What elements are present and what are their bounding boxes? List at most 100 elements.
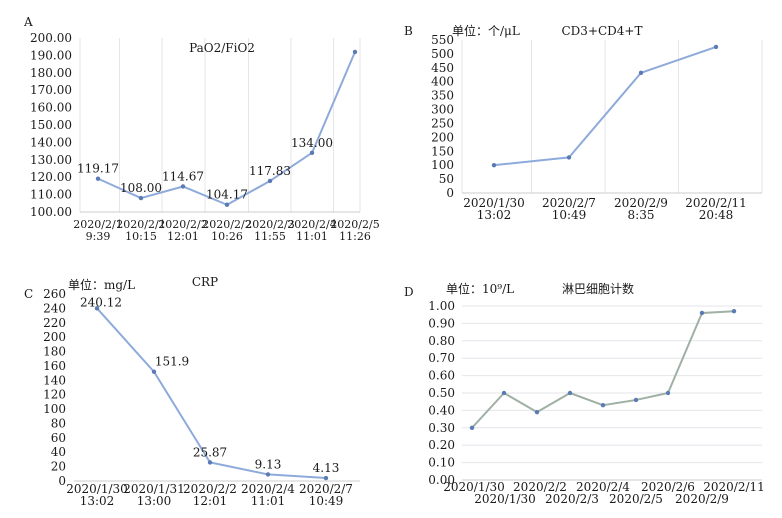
- x-tick-label: 2020/2/4: [576, 480, 630, 494]
- y-tick-label: 0.20: [428, 438, 455, 452]
- data-point: [309, 150, 315, 156]
- y-tick-label: 0.70: [428, 351, 455, 365]
- y-tick-label: 350: [431, 89, 454, 103]
- y-tick-label: 550: [431, 33, 454, 47]
- data-point: [265, 472, 271, 477]
- y-tick-label: 180: [43, 345, 66, 359]
- y-tick-label: 0.10: [428, 456, 455, 470]
- x-tick-label: 2020/2/4: [241, 482, 295, 496]
- x-tick-label: 2020/2/2: [158, 218, 207, 231]
- y-tick-label: 150: [431, 144, 454, 158]
- panel-letter: D: [404, 285, 414, 299]
- x-tick-label: 2020/2/1: [116, 218, 165, 231]
- y-tick-label: 400: [431, 75, 454, 89]
- data-label: 117.83: [249, 164, 291, 178]
- data-label: 104.17: [206, 188, 248, 202]
- x-tick-label: 2020/2/9: [614, 196, 668, 210]
- x-tick-label: 2020/2/5: [330, 218, 379, 231]
- x-tick-label: 9:39: [86, 230, 111, 243]
- data-point: [534, 409, 540, 415]
- x-tick-label: 2020/2/2: [513, 480, 567, 494]
- x-tick-label: 10:49: [309, 494, 344, 508]
- data-point: [567, 390, 573, 396]
- x-tick-label: 2020/2/11: [685, 196, 747, 210]
- data-point: [713, 44, 719, 50]
- x-tick-label: 10:49: [552, 208, 587, 222]
- data-point: [600, 402, 606, 408]
- data-point: [323, 475, 329, 481]
- y-tick-label: 100: [431, 158, 454, 172]
- x-tick-label: 13:02: [477, 208, 512, 222]
- y-tick-label: 1.00: [428, 299, 455, 313]
- chart-title: 淋巴细胞计数: [562, 281, 634, 296]
- data-point: [267, 178, 273, 184]
- x-tick-label: 2020/2/11: [703, 480, 765, 494]
- x-tick-label: 2020/2/6: [641, 480, 695, 494]
- data-point: [566, 155, 572, 160]
- data-label: 108.00: [120, 181, 162, 195]
- y-tick-label: 160.00: [30, 101, 72, 115]
- y-tick-label: 0.40: [428, 403, 455, 417]
- x-tick-label: 2020/2/2: [202, 218, 251, 231]
- x-tick-label: 2020/2/9: [675, 492, 729, 506]
- data-label: 114.67: [162, 169, 204, 183]
- data-label: 119.17: [77, 162, 119, 176]
- x-tick-label: 2020/1/30: [474, 492, 536, 506]
- data-point: [352, 49, 358, 55]
- data-point: [151, 369, 157, 374]
- x-tick-label: 2020/2/5: [609, 492, 663, 506]
- y-tick-label: 200.00: [30, 31, 72, 45]
- x-tick-label: 10:15: [125, 230, 157, 243]
- data-point: [731, 309, 737, 314]
- chart-title: CD3+CD4+T: [562, 24, 643, 38]
- chart-title: PaO2/FiO2: [189, 41, 255, 55]
- data-label: 4.13: [313, 461, 340, 475]
- y-tick-label: 60: [51, 431, 66, 445]
- x-tick-label: 2020/2/3: [545, 492, 599, 506]
- y-tick-label: 0: [446, 186, 454, 200]
- y-tick-label: 130.00: [30, 153, 72, 167]
- y-tick-label: 0.60: [428, 369, 455, 383]
- x-tick-label: 11:01: [296, 230, 328, 243]
- y-tick-label: 80: [51, 416, 66, 430]
- chart-title: CRP: [192, 275, 218, 289]
- series-line: [493, 46, 717, 167]
- data-label: 240.12: [80, 295, 122, 309]
- data-point: [633, 397, 639, 403]
- y-tick-label: 260: [43, 287, 66, 301]
- data-point: [491, 162, 497, 168]
- y-tick-label: 0.00: [428, 473, 455, 487]
- data-label: 151.9: [155, 355, 189, 369]
- x-tick-label: 2020/2/3: [245, 218, 294, 231]
- data-point: [501, 390, 507, 396]
- data-point: [638, 70, 644, 76]
- chart-panel-a: A 100.00 110.00 120.00 130.00 140.00 150.00 160…: [23, 15, 380, 243]
- unit-label: 单位：mg/L: [68, 277, 135, 292]
- data-point: [224, 202, 230, 207]
- y-tick-label: 0.30: [428, 421, 455, 435]
- y-tick-label: 40: [51, 445, 66, 459]
- data-point: [469, 425, 475, 430]
- y-tick-label: 250: [431, 116, 454, 130]
- y-tick-label: 200: [43, 330, 66, 344]
- x-tick-label: 12:01: [193, 494, 228, 508]
- y-tick-label: 200: [431, 130, 454, 144]
- y-tick-label: 240: [43, 301, 66, 315]
- x-tick-label: 8:35: [628, 208, 655, 222]
- y-tick-label: 0.90: [428, 316, 455, 330]
- x-tick-label: 13:00: [137, 494, 172, 508]
- data-point: [665, 390, 671, 396]
- data-point: [95, 176, 101, 181]
- y-tick-label: 110.00: [30, 188, 72, 202]
- y-tick-label: 300: [431, 103, 454, 117]
- data-point: [207, 460, 213, 465]
- x-tick-label: 12:01: [167, 230, 199, 243]
- data-label: 9.13: [255, 457, 282, 471]
- y-tick-label: 100.00: [30, 205, 72, 219]
- y-tick-label: 190.00: [30, 48, 72, 62]
- x-tick-label: 20:48: [699, 208, 734, 222]
- y-tick-label: 0.80: [428, 334, 455, 348]
